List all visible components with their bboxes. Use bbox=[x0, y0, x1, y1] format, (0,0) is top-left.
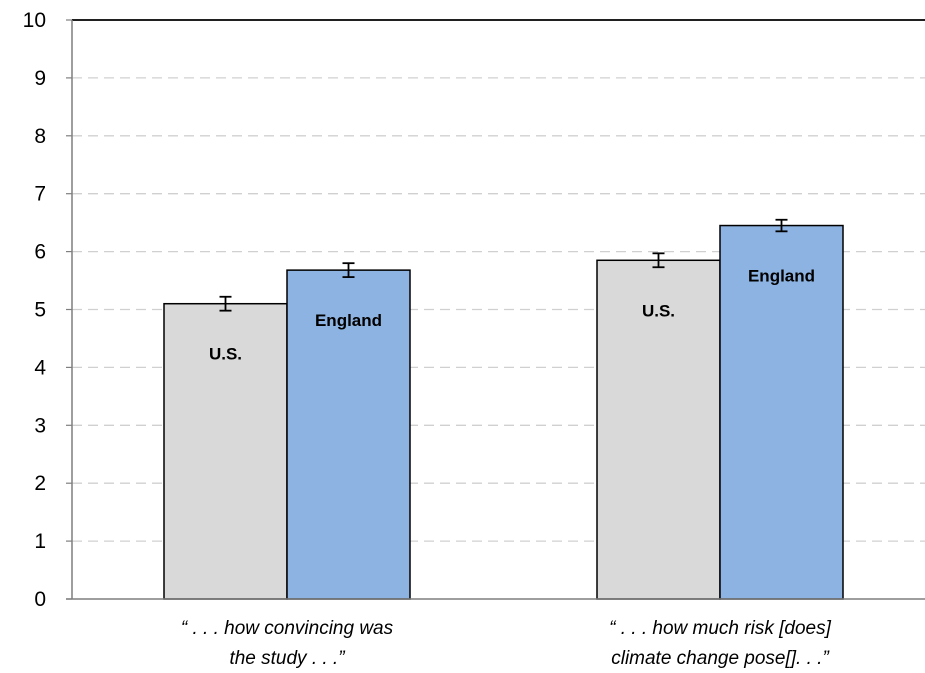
y-tick-label: 0 bbox=[34, 588, 46, 611]
bar-label: U.S. bbox=[642, 301, 675, 320]
y-tick-label: 5 bbox=[34, 299, 46, 322]
bar-england bbox=[719, 224, 844, 600]
bar-label: England bbox=[748, 267, 815, 286]
category-label: “ . . . how much risk [does] bbox=[609, 618, 831, 639]
y-tick-label: 2 bbox=[34, 472, 46, 495]
bar-us bbox=[596, 259, 721, 600]
y-tick-label: 1 bbox=[34, 530, 46, 553]
category-label: climate change pose[]. . .” bbox=[611, 648, 830, 669]
bar-label: U.S. bbox=[209, 345, 242, 364]
bar-label: England bbox=[315, 311, 382, 330]
y-tick-label: 10 bbox=[23, 9, 46, 32]
category-label: “ . . . how convincing was bbox=[181, 618, 394, 639]
y-tick-label: 6 bbox=[34, 241, 46, 264]
y-tick-label: 4 bbox=[34, 356, 46, 379]
y-tick-label: 8 bbox=[34, 125, 46, 148]
category-label: the study . . .” bbox=[229, 648, 346, 669]
y-tick-label: 7 bbox=[34, 183, 46, 206]
y-tick-label: 3 bbox=[34, 414, 46, 437]
bar-us bbox=[163, 302, 288, 600]
y-tick-label: 9 bbox=[34, 67, 46, 90]
